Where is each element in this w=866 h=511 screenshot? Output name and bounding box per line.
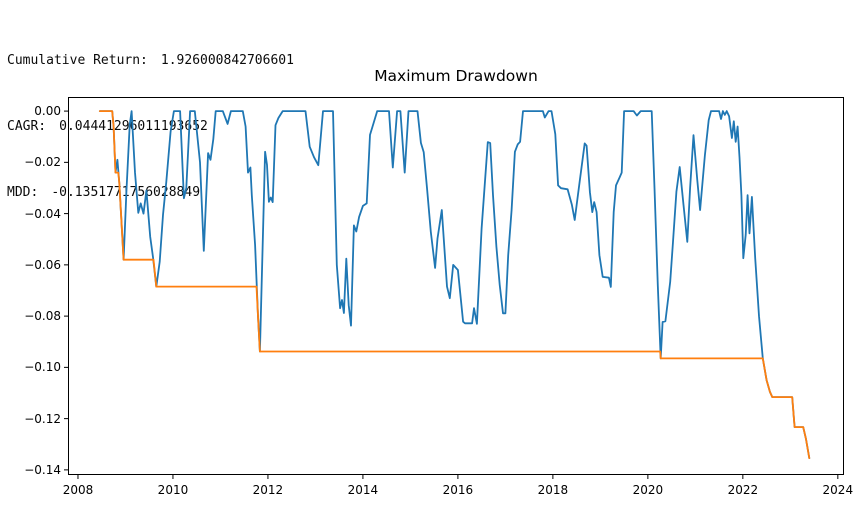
stat-label: Cumulative Return: bbox=[7, 53, 148, 68]
x-tick-label: 2008 bbox=[62, 483, 94, 497]
x-tick-label: 2022 bbox=[727, 483, 759, 497]
y-tick-label: −0.08 bbox=[24, 309, 61, 324]
x-tick-label: 2010 bbox=[157, 483, 189, 497]
y-tick-label: −0.14 bbox=[24, 462, 61, 477]
x-tick-label: 2018 bbox=[537, 483, 569, 497]
plot-spines bbox=[68, 97, 844, 475]
x-tick-label: 2016 bbox=[442, 483, 474, 497]
y-tick-label: −0.06 bbox=[24, 257, 61, 272]
stat-cumulative-return: Cumulative Return: 1.926000842706601 bbox=[7, 50, 294, 72]
chart-title: Maximum Drawdown bbox=[374, 67, 538, 85]
y-tick-label: −0.10 bbox=[24, 360, 61, 375]
stat-label: CAGR: bbox=[7, 119, 47, 134]
stat-value: 1.926000842706601 bbox=[160, 53, 294, 68]
x-tick-label: 2014 bbox=[347, 483, 379, 497]
x-tick-label: 2020 bbox=[632, 483, 664, 497]
series-drawdown bbox=[98, 110, 811, 460]
x-tick-label: 2012 bbox=[252, 483, 284, 497]
plot-area bbox=[64, 97, 844, 479]
y-tick-label: −0.12 bbox=[24, 411, 61, 426]
x-tick-label: 2024 bbox=[822, 483, 854, 497]
stat-label: MDD: bbox=[7, 185, 39, 200]
series-max-drawdown-running-min bbox=[98, 110, 811, 460]
y-tick-label: −0.02 bbox=[24, 155, 61, 170]
y-tick-label: −0.04 bbox=[24, 206, 61, 221]
y-tick-label: 0.00 bbox=[34, 104, 61, 119]
